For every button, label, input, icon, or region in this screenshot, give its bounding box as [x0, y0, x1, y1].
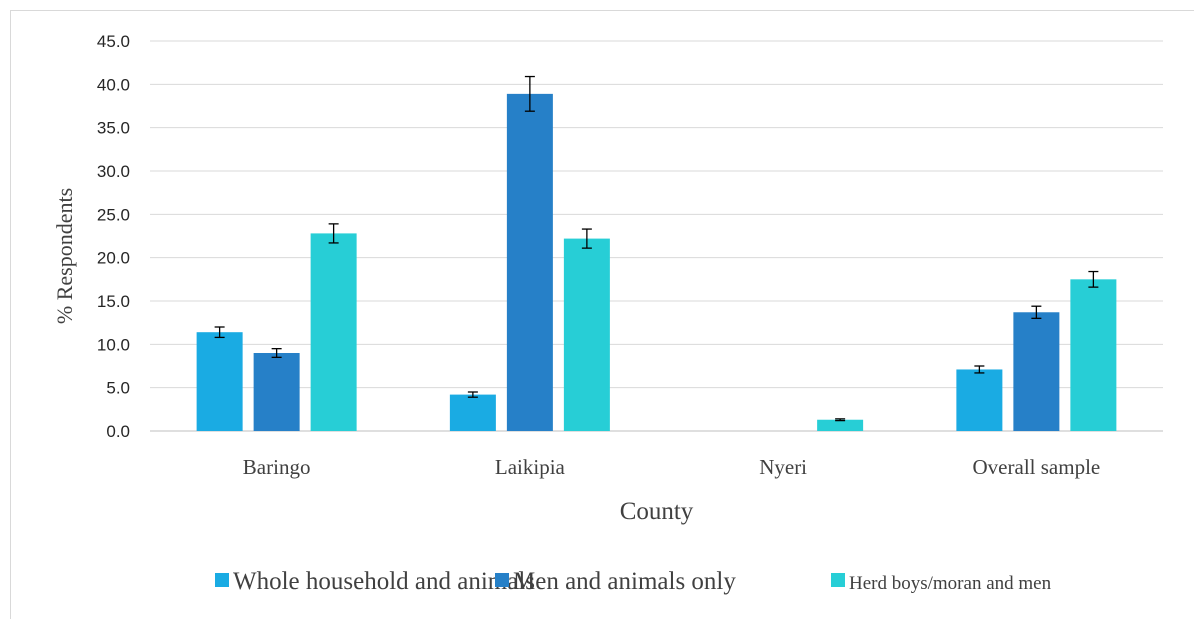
- y-tick-label: 5.0: [106, 379, 130, 398]
- error-bar: [581, 228, 592, 249]
- x-category-label: Laikipia: [495, 455, 566, 479]
- y-axis-title: % Respondents: [52, 188, 77, 324]
- y-tick-label: 15.0: [97, 292, 130, 311]
- y-tick-label: 30.0: [97, 162, 130, 181]
- bar-baringo-1: [196, 332, 243, 431]
- bars: [196, 93, 1117, 431]
- legend-label: Whole household and animals: [233, 568, 535, 595]
- legend-swatch: [215, 573, 229, 587]
- x-category-label: Overall sample: [973, 455, 1101, 479]
- bar-overall-sample-3: [1070, 279, 1117, 431]
- bar-nyeri-3: [817, 419, 864, 431]
- error-bar: [974, 365, 985, 374]
- error-bar: [1031, 305, 1042, 319]
- error-bar: [271, 348, 282, 358]
- y-tick-label: 45.0: [97, 32, 130, 51]
- chart-frame: [10, 10, 1194, 619]
- error-bar: [835, 418, 846, 422]
- y-tick-label: 25.0: [97, 205, 130, 224]
- y-tick-label: 10.0: [97, 335, 130, 354]
- gridlines: [150, 40, 1163, 432]
- x-category-label: Nyeri: [759, 455, 807, 479]
- error-bar: [524, 75, 535, 112]
- bar-baringo-3: [310, 233, 357, 431]
- error-bar: [214, 326, 225, 339]
- bar-laikipia-3: [563, 238, 610, 431]
- legend-item: Herd boys/moran and men: [831, 573, 1052, 594]
- x-axis-title: County: [620, 498, 694, 525]
- legend-label: Herd boys/moran and men: [849, 573, 1052, 594]
- legend-item: Men and animals only: [495, 568, 736, 595]
- bar-overall-sample-2: [1013, 312, 1060, 431]
- error-bar: [328, 223, 339, 244]
- y-tick-label: 20.0: [97, 249, 130, 268]
- legend-swatch: [831, 573, 845, 587]
- bar-laikipia-2: [506, 93, 553, 431]
- error-bar: [467, 391, 478, 398]
- y-tick-label: 35.0: [97, 119, 130, 138]
- legend-item: Whole household and animals: [215, 568, 535, 595]
- y-tick-labels: 0.0 5.0 10.0 15.0 20.0 25.0 30.0 35.0 40.0 45.0: [97, 32, 130, 441]
- legend-swatch: [495, 573, 509, 587]
- error-bars: [214, 75, 1099, 422]
- x-category-label: Baringo: [243, 455, 311, 479]
- y-tick-label: 40.0: [97, 75, 130, 94]
- bar-overall-sample-1: [956, 369, 1003, 431]
- y-tick-label: 0.0: [106, 422, 130, 441]
- bar-baringo-2: [253, 353, 300, 431]
- error-bar: [1088, 270, 1099, 288]
- bar-laikipia-1: [449, 394, 496, 431]
- legend-label: Men and animals only: [513, 568, 736, 595]
